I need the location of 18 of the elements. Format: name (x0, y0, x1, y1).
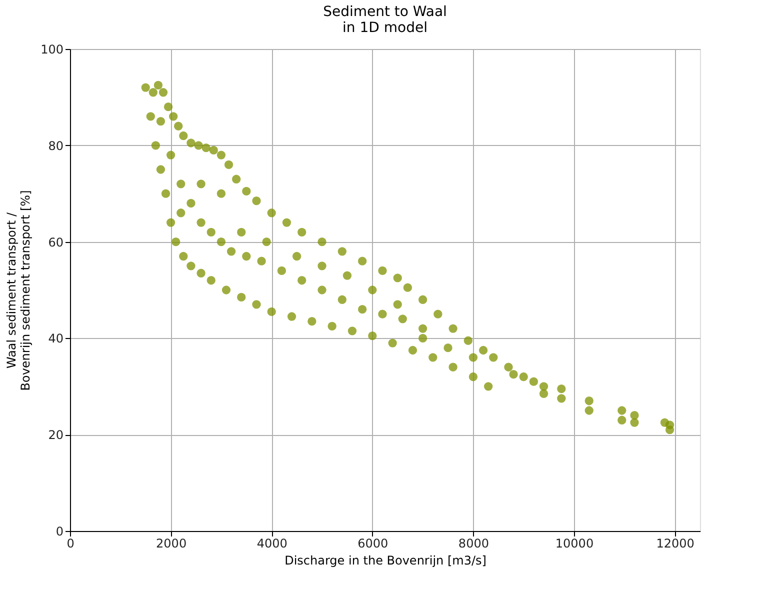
text: Bovenrijn sediment transport [%] (18, 190, 33, 391)
y-tick-label: 60 (48, 235, 64, 250)
x-tick-label: 6000 (358, 536, 388, 550)
x-tick-label: 4000 (256, 536, 288, 550)
text: in 1D model (342, 20, 428, 36)
text: Sediment to Waal (323, 4, 447, 20)
x-tick-label: 8000 (458, 536, 489, 550)
y-tick-label: 0 (56, 524, 64, 538)
y-tick-label: 20 (48, 428, 64, 442)
x-tick-label: 10000 (555, 536, 594, 550)
x-axis-title: Discharge in the Bovenrijn [m3/s] (284, 554, 486, 568)
text: Waal sediment transport / (4, 212, 19, 369)
y-tick-label: 80 (48, 138, 64, 153)
y-tick-label: 40 (48, 332, 64, 346)
y-tick-label: 100 (40, 42, 64, 56)
x-tick-label: 12000 (656, 536, 694, 550)
x-tick-label: 2000 (156, 536, 187, 550)
x-tick-label: 0 (66, 536, 74, 550)
